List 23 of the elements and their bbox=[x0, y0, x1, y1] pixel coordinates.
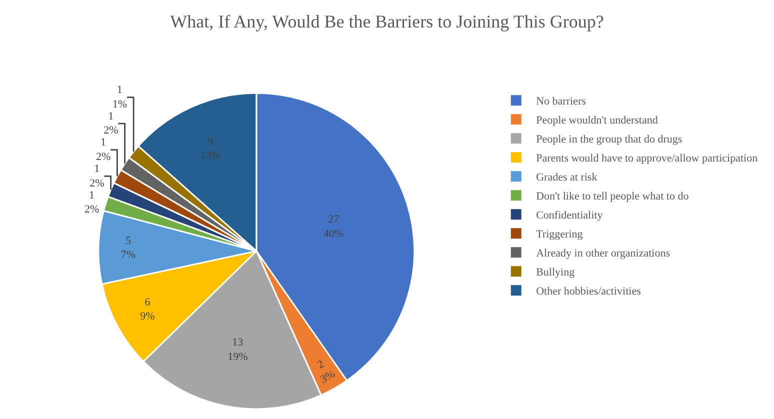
data-label: 9 13% bbox=[200, 136, 221, 162]
chart-title: What, If Any, Would Be the Barriers to Joining This Group? bbox=[170, 11, 604, 32]
legend-label: People in the group that do drugs bbox=[536, 134, 682, 146]
legend-label: Confidentiality bbox=[536, 210, 604, 222]
legend-label: Already in other organizations bbox=[536, 248, 670, 260]
data-label: 1 2% bbox=[90, 163, 104, 190]
legend-label: People wouldn't understand bbox=[536, 114, 658, 127]
legend-label: Grades at risk bbox=[536, 172, 598, 184]
legend-label: Don't like to tell people what to do bbox=[536, 190, 690, 203]
data-label: 5 7% bbox=[120, 234, 136, 262]
legend-label: Parents would have to approve/allow participation bbox=[536, 152, 758, 165]
data-label: 1 2% bbox=[84, 189, 100, 216]
data-label: 1 2% bbox=[96, 136, 111, 164]
data-label: 27 40% bbox=[323, 214, 344, 240]
data-label: 1 2% bbox=[104, 110, 118, 137]
data-label: 1 1% bbox=[112, 84, 127, 110]
legend-label: Other hobbies/activities bbox=[536, 286, 641, 298]
data-label: 6 9% bbox=[140, 296, 155, 323]
legend-label: Bullying bbox=[536, 266, 576, 279]
legend-label: No barriers bbox=[536, 96, 586, 108]
data-label: 2 3% bbox=[315, 358, 338, 386]
data-label: 13 19% bbox=[228, 336, 248, 363]
legend-label: Triggering bbox=[536, 228, 584, 241]
